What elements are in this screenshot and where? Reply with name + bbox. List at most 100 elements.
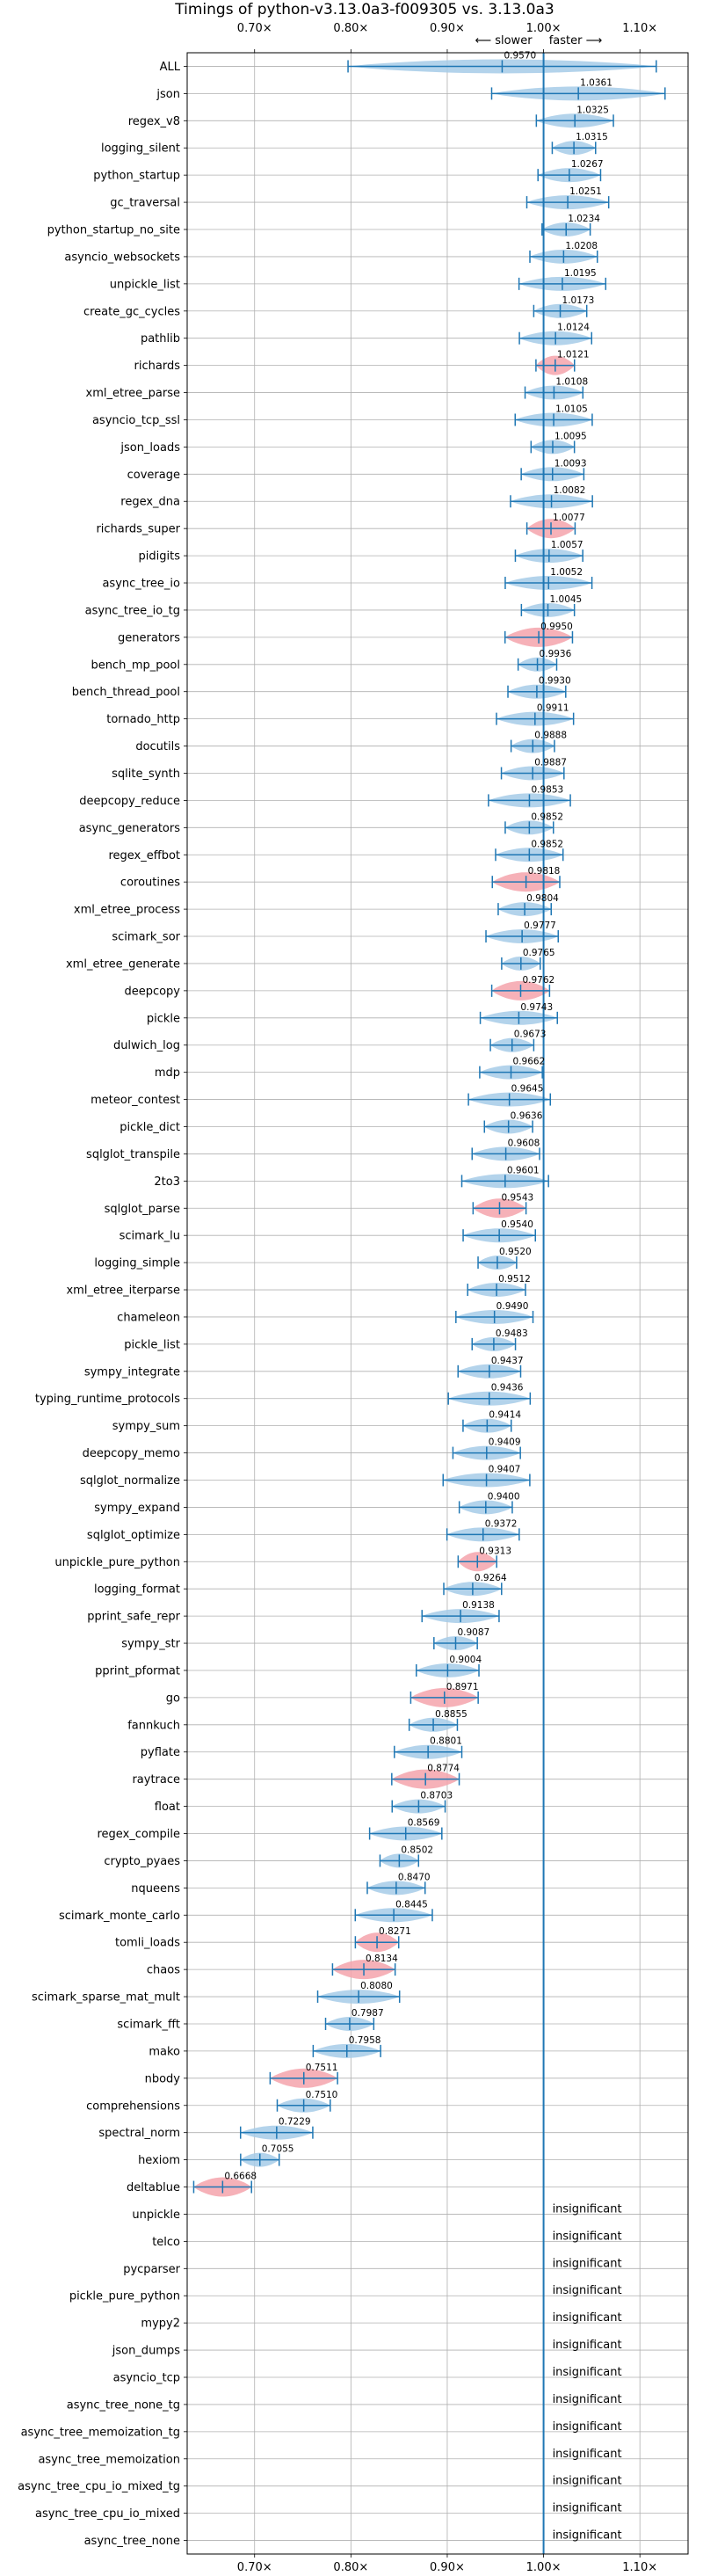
value-label: 0.7055 (262, 2144, 294, 2155)
benchmark-label: sympy_str (121, 1638, 180, 1651)
benchmark-label: pickle_pure_python (69, 2290, 180, 2303)
value-label: 1.0095 (554, 431, 587, 441)
benchmark-label: regex_v8 (128, 115, 180, 128)
value-label: 0.9762 (522, 975, 554, 986)
benchmark-label: async_tree_none (84, 2535, 180, 2548)
insignificant-label: insignificant (553, 2475, 622, 2488)
benchmark-label: mako (149, 2045, 180, 2058)
value-label: 1.0105 (555, 404, 588, 414)
benchmark-label: async_generators (79, 822, 181, 835)
benchmark-label: xml_etree_process (74, 904, 180, 917)
value-label: 0.7510 (306, 2090, 338, 2100)
benchmark-label: fannkuch (127, 1719, 180, 1732)
value-label: 0.9414 (489, 1410, 521, 1421)
benchmark-label: logging_silent (101, 142, 180, 156)
insignificant-label: insignificant (553, 2339, 622, 2352)
benchmark-label: meteor_contest (91, 1094, 180, 1107)
benchmark-label: async_tree_io (102, 578, 180, 591)
value-label: 0.8134 (366, 1954, 398, 1964)
benchmark-label: json (156, 88, 180, 101)
value-label: 0.9636 (511, 1110, 543, 1121)
x-tick-label-bottom: 0.90× (430, 2561, 465, 2574)
x-tick-label-top: 0.70× (237, 22, 272, 35)
value-label: 0.9483 (496, 1328, 528, 1339)
insignificant-label: insignificant (553, 2202, 622, 2216)
value-label: 0.8855 (435, 1709, 467, 1720)
value-label: 0.9930 (539, 676, 571, 687)
value-label: 0.8502 (401, 1845, 433, 1855)
x-tick-label-top: 0.90× (430, 22, 465, 35)
benchmark-label: gc_traversal (110, 197, 180, 210)
value-label: 0.6668 (224, 2172, 257, 2182)
value-label: 1.0108 (555, 377, 588, 388)
benchmark-label: deepcopy_memo (83, 1447, 180, 1460)
benchmark-label: sympy_expand (94, 1502, 180, 1515)
value-label: 0.9570 (504, 50, 536, 61)
benchmark-label: scimark_lu (120, 1230, 180, 1243)
value-label: 0.8271 (379, 1926, 411, 1937)
benchmark-label: mypy2 (141, 2318, 180, 2331)
benchmark-label: asyncio_tcp_ssl (92, 414, 180, 427)
value-label: 1.0093 (554, 458, 587, 469)
benchmark-label: async_tree_none_tg (67, 2398, 180, 2412)
benchmark-label: async_tree_memoization (38, 2453, 180, 2466)
value-label: 0.9407 (489, 1465, 521, 1475)
value-label: 0.8470 (398, 1872, 431, 1882)
benchmark-label: ALL (160, 61, 181, 74)
benchmark-label: deepcopy_reduce (79, 795, 180, 808)
value-label: 1.0121 (557, 350, 590, 360)
benchmark-label: richards (134, 360, 181, 373)
x-tick-label-bottom: 0.70× (237, 2561, 272, 2574)
value-label: 0.9313 (479, 1546, 511, 1556)
value-label: 0.9512 (498, 1274, 531, 1284)
value-label: 0.7987 (352, 2008, 384, 2019)
value-label: 0.8801 (430, 1736, 462, 1747)
value-label: 1.0082 (554, 485, 586, 496)
value-label: 0.9138 (462, 1600, 495, 1611)
benchmark-label: pprint_pformat (95, 1664, 180, 1677)
value-label: 1.0361 (580, 77, 612, 88)
value-label: 0.9673 (514, 1030, 547, 1040)
benchmark-label: sqlglot_normalize (80, 1474, 180, 1488)
value-label: 0.8971 (446, 1682, 479, 1692)
labels-layer: 0.70× 0.70× 0.80× 0.80× 0.90× 0.90× 1.00× 1.00×… (18, 22, 657, 2574)
benchmark-label: comprehensions (86, 2099, 180, 2113)
value-label: 0.7511 (306, 2063, 338, 2073)
marks-layer (192, 53, 666, 2554)
benchmark-label: sqlite_synth (112, 768, 180, 781)
benchmark-label: scimark_fft (117, 2018, 180, 2031)
benchmark-label: typing_runtime_protocols (35, 1393, 180, 1406)
benchmark-label: python_startup_no_site (47, 224, 180, 237)
insignificant-label: insignificant (553, 2529, 622, 2543)
value-label: 0.9608 (508, 1138, 540, 1148)
value-label: 0.9543 (501, 1192, 533, 1203)
benchmark-label: sympy_integrate (84, 1365, 180, 1379)
benchmark-label: pyflate (141, 1746, 180, 1759)
benchmark-label: scimark_sparse_mat_mult (32, 1991, 180, 2005)
benchmark-label: docutils (135, 740, 180, 753)
benchmark-label: unpickle_pure_python (54, 1556, 180, 1569)
value-label: 0.9936 (540, 649, 572, 659)
benchmark-label: scimark_monte_carlo (59, 1910, 180, 1923)
benchmark-label: pidigits (139, 550, 181, 564)
insignificant-label: insignificant (553, 2393, 622, 2406)
value-label: 0.9409 (489, 1437, 521, 1448)
value-label: 1.0267 (571, 159, 604, 170)
value-label: 1.0208 (565, 241, 598, 251)
value-label: 0.9437 (491, 1356, 524, 1366)
benchmark-label: coroutines (120, 877, 180, 890)
value-label: 0.8703 (420, 1791, 453, 1801)
value-label: 1.0077 (553, 513, 585, 523)
benchmark-label: regex_effbot (108, 849, 180, 862)
benchmark-label: asyncio_websockets (64, 251, 180, 264)
x-tick-label-bottom: 1.00× (526, 2561, 562, 2574)
value-label: 0.9004 (449, 1655, 482, 1665)
insignificant-label: insignificant (553, 2284, 622, 2297)
benchmark-label: pprint_safe_repr (87, 1611, 180, 1624)
benchmark-label: async_tree_io_tg (85, 604, 180, 617)
benchmark-label: pickle (147, 1012, 180, 1025)
benchmark-label: python_startup (93, 170, 180, 183)
value-label: 1.0045 (550, 594, 583, 605)
benchmark-label: unpickle_list (110, 278, 180, 291)
benchmark-label: async_tree_memoization_tg (21, 2426, 180, 2439)
